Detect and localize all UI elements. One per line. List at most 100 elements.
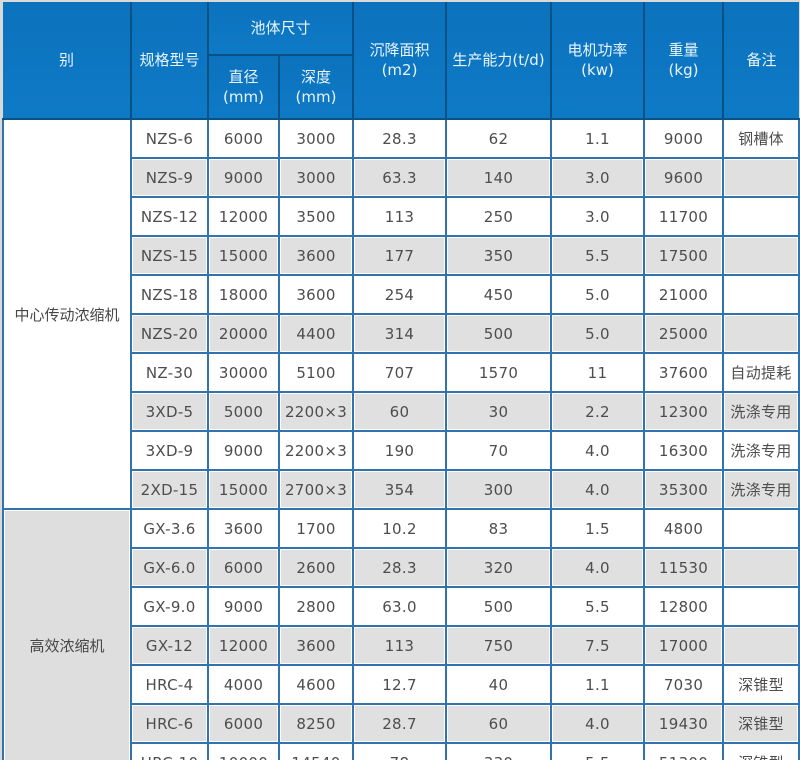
- cell-power: 1.5: [550, 508, 646, 549]
- cell-depth: 1700: [277, 508, 355, 549]
- cell-weight: 9600: [643, 157, 725, 198]
- category-cell: 高效浓缩机: [2, 508, 132, 760]
- cell-capacity: 70: [445, 430, 553, 471]
- cell-capacity: 40: [445, 664, 553, 705]
- cell-capacity: 30: [445, 391, 553, 432]
- cell-remark: 深锥型: [722, 742, 800, 760]
- cell-power: 4.0: [550, 703, 646, 744]
- cell-model: HRC-4: [130, 664, 209, 705]
- table-row: NZS-12 12000 3500 113 250 3.0 11700: [3, 196, 800, 237]
- cell-capacity: 750: [445, 625, 553, 666]
- table-row: 中心传动浓缩机 NZS-6 6000 3000 28.3 62 1.1 9000 钢槽体: [2, 118, 800, 510]
- header-weight: 重量 (kg): [643, 2, 725, 120]
- cell-power: 5.0: [550, 274, 646, 315]
- cell-capacity: 500: [445, 586, 553, 627]
- cell-model: GX-9.0: [130, 586, 209, 627]
- table-row: 3XD-5 5000 2200×3 60 30 2.2 12300 洗涤专用: [3, 391, 800, 432]
- cell-power: 5.5: [550, 235, 646, 276]
- cell-remark: [722, 508, 800, 549]
- cell-weight: 51300: [643, 742, 725, 760]
- cell-capacity: 330: [445, 742, 553, 760]
- header-area: 沉降面积 (m2): [352, 2, 448, 120]
- table-body: 中心传动浓缩机 NZS-6 6000 3000 28.3 62 1.1 9000 钢槽体 NZS-…: [2, 118, 800, 760]
- cell-model: NZS-9: [130, 157, 209, 198]
- cell-area: 28.3: [352, 547, 448, 588]
- cell-area: 60: [352, 391, 448, 432]
- cell-model: HRC-6: [130, 703, 209, 744]
- cell-power: 3.0: [550, 196, 646, 237]
- cell-area: 113: [352, 196, 448, 237]
- cell-weight: 4800: [643, 508, 725, 549]
- cell-depth: 2200×3: [277, 430, 355, 471]
- cell-power: 1.1: [550, 118, 646, 159]
- cell-model: GX-6.0: [130, 547, 209, 588]
- cell-area: 12.7: [352, 664, 448, 705]
- cell-diameter: 18000: [207, 274, 280, 315]
- cell-diameter: 6000: [207, 703, 280, 744]
- cell-model: GX-12: [130, 625, 209, 666]
- cell-area: 707: [352, 352, 448, 393]
- cell-model: NZ-30: [130, 352, 209, 393]
- table-row: HRC-4 4000 4600 12.7 40 1.1 7030 深锥型: [3, 664, 800, 705]
- cell-remark: 深锥型: [722, 664, 800, 705]
- table-row: NZ-30 30000 5100 707 1570 11 37600 自动提耗: [3, 352, 800, 393]
- cell-area: 354: [352, 469, 448, 510]
- cell-power: 2.2: [550, 391, 646, 432]
- cell-diameter: 9000: [207, 430, 280, 471]
- cell-area: 63.3: [352, 157, 448, 198]
- cell-weight: 11530: [643, 547, 725, 588]
- cell-model: 3XD-9: [130, 430, 209, 471]
- cell-diameter: 15000: [207, 235, 280, 276]
- cell-area: 177: [352, 235, 448, 276]
- cell-diameter: 6000: [207, 118, 280, 159]
- header-pool-size: 池体尺寸: [206, 2, 355, 56]
- cell-weight: 17500: [643, 235, 725, 276]
- cell-power: 5.0: [550, 313, 646, 354]
- cell-remark: [722, 586, 800, 627]
- category-cell: 中心传动浓缩机: [2, 118, 132, 510]
- cell-diameter: 9000: [207, 586, 280, 627]
- cell-area: 190: [352, 430, 448, 471]
- cell-capacity: 500: [445, 313, 553, 354]
- cell-depth: 4400: [277, 313, 355, 354]
- cell-weight: 7030: [643, 664, 725, 705]
- cell-area: 28.3: [352, 118, 448, 159]
- header-power: 电机功率 (kw): [550, 2, 646, 120]
- header-diameter: 直径 (mm): [207, 54, 280, 120]
- cell-depth: 3600: [277, 235, 355, 276]
- table-row: HRC-6 6000 8250 28.7 60 4.0 19430 深锥型: [3, 703, 800, 744]
- cell-area: 78: [352, 742, 448, 760]
- header-capacity: 生产能力(t/d): [445, 2, 553, 120]
- table-row: 3XD-9 9000 2200×3 190 70 4.0 16300 洗涤专用: [3, 430, 800, 471]
- cell-area: 113: [352, 625, 448, 666]
- table-row: NZS-15 15000 3600 177 350 5.5 17500: [3, 235, 800, 276]
- cell-model: NZS-20: [130, 313, 209, 354]
- cell-capacity: 62: [445, 118, 553, 159]
- cell-power: 5.5: [550, 742, 646, 760]
- cell-capacity: 140: [445, 157, 553, 198]
- header-remark: 备注: [722, 2, 800, 120]
- cell-diameter: 12000: [207, 625, 280, 666]
- cell-diameter: 20000: [207, 313, 280, 354]
- cell-remark: [722, 196, 800, 237]
- cell-weight: 19430: [643, 703, 725, 744]
- cell-weight: 17000: [643, 625, 725, 666]
- cell-diameter: 9000: [207, 157, 280, 198]
- cell-capacity: 83: [445, 508, 553, 549]
- cell-area: 254: [352, 274, 448, 315]
- cell-weight: 21000: [643, 274, 725, 315]
- header-depth: 深度(mm): [277, 54, 355, 120]
- cell-model: NZS-6: [130, 118, 209, 159]
- cell-model: NZS-18: [130, 274, 209, 315]
- cell-remark: [722, 625, 800, 666]
- cell-capacity: 350: [445, 235, 553, 276]
- cell-power: 4.0: [550, 469, 646, 510]
- cell-weight: 37600: [643, 352, 725, 393]
- cell-power: 7.5: [550, 625, 646, 666]
- header-category: 别: [3, 2, 132, 120]
- table-row: GX-9.0 9000 2800 63.0 500 5.5 12800: [3, 586, 800, 627]
- cell-diameter: 5000: [207, 391, 280, 432]
- cell-diameter: 3600: [207, 508, 280, 549]
- cell-depth: 2600: [277, 547, 355, 588]
- table-row: 高效浓缩机 GX-3.6 3600 1700 10.2 83 1.5 4800: [2, 508, 800, 760]
